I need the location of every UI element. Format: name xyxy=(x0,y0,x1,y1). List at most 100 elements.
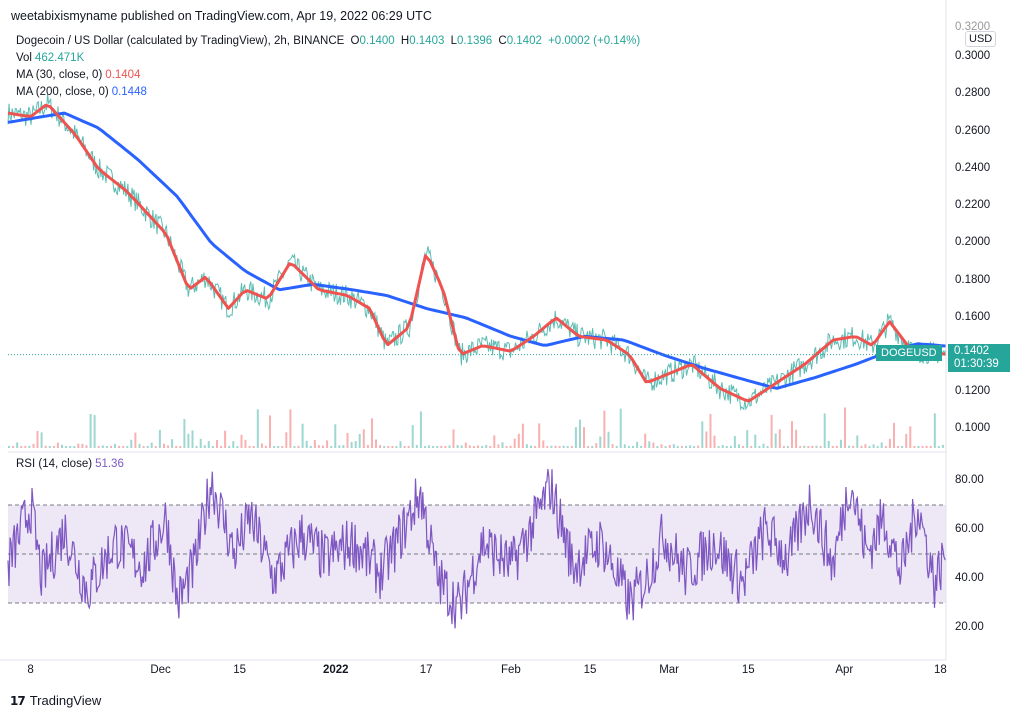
volume-bar xyxy=(93,415,96,448)
volume-bar xyxy=(171,439,174,448)
high-value: 0.1403 xyxy=(409,35,445,47)
symbol-legend: Dogecoin / US Dollar (calculated by Trad… xyxy=(16,35,640,47)
rsi-tick-label: 20.00 xyxy=(955,620,984,633)
volume-bar xyxy=(860,445,863,448)
volume-bar xyxy=(725,446,728,448)
volume-bar xyxy=(130,439,133,448)
volume-bar xyxy=(460,445,463,448)
volume-bar xyxy=(505,446,508,448)
volume-bar xyxy=(591,446,594,448)
volume-bar xyxy=(203,445,206,448)
volume-bar xyxy=(20,446,23,448)
volume-bar xyxy=(835,445,838,448)
volume-bar xyxy=(16,442,19,448)
time-tick-label: 8 xyxy=(27,664,34,676)
volume-bar xyxy=(721,445,724,448)
volume-bar xyxy=(823,413,826,448)
ma30-label: MA (30, close, 0) xyxy=(16,69,103,81)
tradingview-logo[interactable]: 𝟭𝟳 TradingView xyxy=(10,693,101,708)
volume-bar xyxy=(680,446,683,448)
volume-bar xyxy=(872,444,875,448)
volume-bar xyxy=(546,446,549,448)
volume-bar xyxy=(403,446,406,448)
volume-bar xyxy=(644,433,647,448)
volume-bar xyxy=(179,446,182,448)
volume-bar xyxy=(264,445,267,448)
volume-bar xyxy=(24,446,27,448)
volume-bar xyxy=(85,445,88,448)
volume-bar xyxy=(913,446,916,448)
volume-bar xyxy=(693,446,696,448)
volume-bar xyxy=(521,423,524,448)
volume-bar xyxy=(640,446,643,448)
volume-bar xyxy=(530,445,532,448)
volume-bar xyxy=(8,445,10,448)
volume-bar xyxy=(252,446,255,448)
volume-bars xyxy=(8,407,944,448)
volume-bar xyxy=(493,435,496,448)
volume-bar xyxy=(391,446,394,448)
volume-bar xyxy=(774,433,777,448)
volume-bar xyxy=(917,446,920,448)
price-tick-label: 0.1000 xyxy=(955,422,991,435)
volume-bar xyxy=(322,445,324,448)
volume-bar xyxy=(346,433,349,448)
volume-bar xyxy=(603,410,606,448)
volume-bar xyxy=(452,429,455,448)
volume-bar xyxy=(827,440,830,448)
volume-bar xyxy=(762,443,765,448)
rsi-tick-label: 40.00 xyxy=(955,571,984,584)
volume-bar xyxy=(146,445,149,448)
volume-bar xyxy=(897,446,900,448)
volume-bar xyxy=(118,445,121,448)
volume-bar xyxy=(40,432,43,448)
volume-bar xyxy=(941,444,944,448)
volume-bar xyxy=(468,445,471,448)
volume-bar xyxy=(240,434,243,448)
volume-bar xyxy=(701,421,704,448)
symbol-title: Dogecoin / US Dollar (calculated by Trad… xyxy=(16,35,345,47)
volume-bar xyxy=(126,446,129,448)
rsi-line xyxy=(7,468,947,629)
volume-bar xyxy=(399,441,402,448)
volume-bar xyxy=(831,445,834,448)
volume-bar xyxy=(338,445,341,448)
volume-bar xyxy=(615,445,618,448)
volume-bar xyxy=(717,446,720,448)
volume-bar xyxy=(664,446,667,448)
volume-bar xyxy=(570,446,573,448)
ma30-legend: MA (30, close, 0) 0.1404 xyxy=(16,69,140,81)
volume-label: Vol xyxy=(16,52,32,64)
volume-bar xyxy=(676,446,679,448)
volume-bar xyxy=(668,445,671,448)
volume-bar xyxy=(65,446,68,448)
volume-bar xyxy=(289,409,292,448)
volume-bar xyxy=(309,445,312,448)
volume-bar xyxy=(232,441,235,448)
volume-bar xyxy=(558,446,561,448)
volume-bar xyxy=(876,446,879,448)
volume-bar xyxy=(909,426,912,448)
volume-bar xyxy=(69,446,72,448)
volume-bar xyxy=(77,443,80,448)
volume-bar xyxy=(786,445,789,448)
volume-bar xyxy=(12,446,15,448)
time-tick-label: 18 xyxy=(933,664,947,676)
volume-bar xyxy=(73,446,76,448)
volume-bar xyxy=(554,445,557,448)
currency-button[interactable]: USD xyxy=(965,31,997,47)
volume-bar xyxy=(436,446,439,448)
badge-countdown: 01:30:39 xyxy=(954,358,999,370)
volume-bar xyxy=(489,446,492,448)
time-tick-label: 15 xyxy=(233,664,247,676)
volume-bar xyxy=(840,439,842,448)
axes-frame xyxy=(0,0,947,661)
publish-header: weetabixismyname published on TradingVie… xyxy=(11,9,432,23)
volume-bar xyxy=(925,445,928,448)
volume-bar xyxy=(317,445,320,448)
volume-bar xyxy=(738,444,740,448)
volume-bar xyxy=(713,435,716,448)
volume-bar xyxy=(729,445,732,448)
volume-bar xyxy=(587,446,590,448)
